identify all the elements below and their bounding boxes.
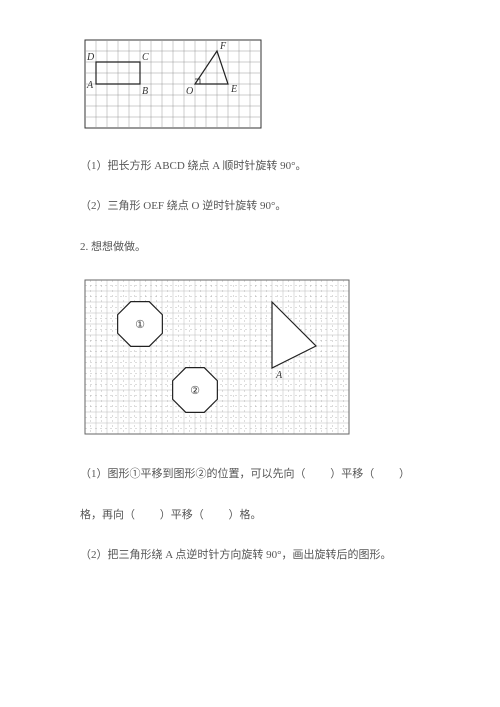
svg-text:O: O xyxy=(186,86,193,97)
q1-1-text: （1）把长方形 ABCD 绕点 A 顺时针旋转 90°。 xyxy=(80,153,420,179)
q2-1-l2-mid: ）平移（ xyxy=(160,509,204,521)
svg-text:B: B xyxy=(142,86,148,97)
q2-1-prefix: （1）图形①平移到图形②的位置，可以先向（ xyxy=(80,468,306,480)
q2-1-line2: 格，再向（ ）平移（ ）格。 xyxy=(80,502,420,528)
q2-1-l2-prefix: 格，再向（ xyxy=(80,509,135,521)
svg-text:C: C xyxy=(142,52,149,63)
grid2-svg: ① ② A xyxy=(80,275,356,441)
svg-text:A: A xyxy=(275,370,283,381)
q2-1-mid1: ）平移（ xyxy=(330,468,374,480)
svg-text:A: A xyxy=(86,80,94,91)
svg-text:F: F xyxy=(219,41,227,52)
q2-title: 2. 想想做做。 xyxy=(80,234,420,260)
figure-grid-2: ① ② A xyxy=(80,275,420,441)
q2-1-mid2: ） xyxy=(399,468,410,480)
page-content: A B C D O E F （1）把长方形 ABCD 绕点 A 顺时针旋转 90°。 （2）… xyxy=(0,0,500,602)
grid1-svg: A B C D O E F xyxy=(80,35,266,133)
q2-2-text: （2）把三角形绕 A 点逆时针方向旋转 90°，画出旋转后的图形。 xyxy=(80,542,420,568)
svg-text:①: ① xyxy=(135,319,145,331)
q2-1-l2-end: ）格。 xyxy=(229,509,262,521)
svg-text:②: ② xyxy=(190,385,200,397)
q1-2-text: （2）三角形 OEF 绕点 O 逆时针旋转 90°。 xyxy=(80,193,420,219)
svg-text:E: E xyxy=(230,84,237,95)
q2-1-line1: （1）图形①平移到图形②的位置，可以先向（ ）平移（ ） xyxy=(80,461,420,487)
svg-text:D: D xyxy=(86,52,95,63)
figure-grid-1: A B C D O E F xyxy=(80,35,420,133)
